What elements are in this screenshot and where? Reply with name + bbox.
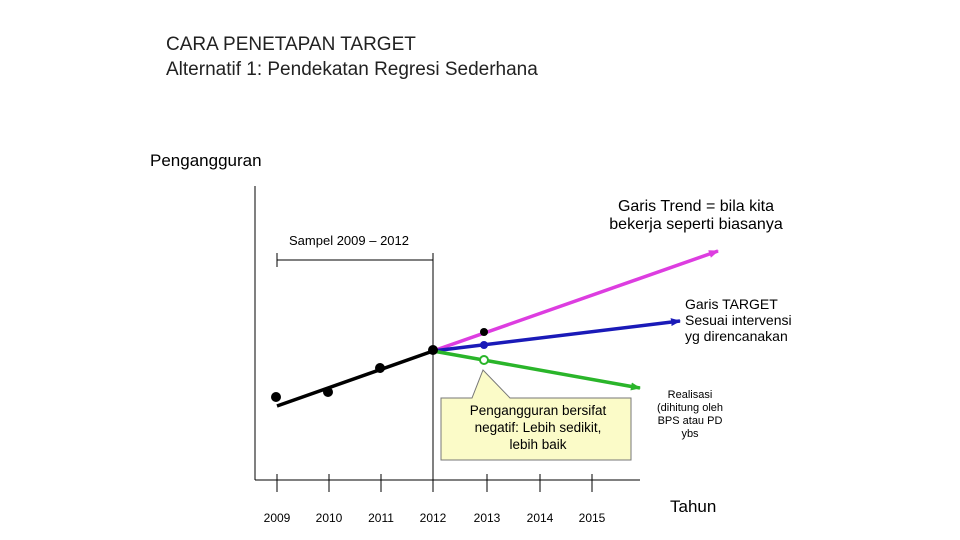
title-line-2: Alternatif 1: Pendekatan Regresi Sederha… (166, 59, 538, 80)
trend-label-line-1: Garis Trend = bila kita (617, 198, 775, 215)
point-2013-realisasi (479, 355, 489, 365)
target-line (432, 318, 681, 353)
callout-shape (440, 369, 632, 461)
title-line-1: CARA PENETAPAN TARGET (166, 34, 416, 55)
tick-label-2009: 2009 (263, 511, 291, 525)
callout-text: Pengangguran bersifat negatif: Lebih sed… (444, 402, 632, 458)
target-label-line-2: Sesuai intervensi (685, 312, 792, 328)
tick-label-2015: 2015 (578, 511, 606, 525)
y-axis-label: Pengangguran (150, 151, 262, 170)
callout-line-1: Pengangguran bersifat (469, 403, 607, 418)
target-label-line-3: yg direncanakan (685, 328, 788, 344)
realisasi-line-3: BPS atau PD (657, 415, 723, 427)
point-2009 (271, 392, 281, 402)
target-label-line-1: Garis TARGET (685, 296, 778, 312)
realisasi-line-1: Realisasi (667, 389, 713, 401)
point-2013-target (480, 341, 488, 349)
tick-label-2011: 2011 (368, 511, 394, 525)
trend-line (432, 249, 719, 353)
target-label: Garis TARGET Sesuai intervensi yg direnc… (685, 296, 792, 344)
sample-label: Sampel 2009 – 2012 (289, 233, 409, 248)
realisasi-label: Realisasi (dihitung oleh BPS atau PD ybs (650, 389, 730, 441)
x-ticks (276, 474, 593, 492)
callout-line-3: lebih baik (509, 437, 567, 452)
realisasi-line-2: (dihitung oleh (656, 402, 724, 414)
point-2012 (428, 345, 438, 355)
tick-label-2012: 2012 (419, 511, 447, 525)
regression-line (276, 349, 434, 408)
callout-line-2: negatif: Lebih sedikit, (474, 420, 602, 435)
tick-label-2013: 2013 (473, 511, 501, 525)
sample-bracket (276, 253, 434, 267)
decline-line (432, 349, 641, 391)
point-2011 (375, 363, 385, 373)
trend-label-line-2: bekerja seperti biasanya (609, 216, 783, 233)
point-2013-trend (480, 328, 488, 336)
trend-label: Garis Trend = bila kita bekerja seperti … (585, 198, 807, 234)
tick-label-2014: 2014 (526, 511, 554, 525)
realisasi-line-4: ybs (681, 428, 699, 440)
point-2010 (323, 387, 333, 397)
tick-label-2010: 2010 (315, 511, 343, 525)
x-axis-label: Tahun (670, 497, 717, 516)
title-block: CARA PENETAPAN TARGET Alternatif 1: Pend… (166, 32, 538, 82)
